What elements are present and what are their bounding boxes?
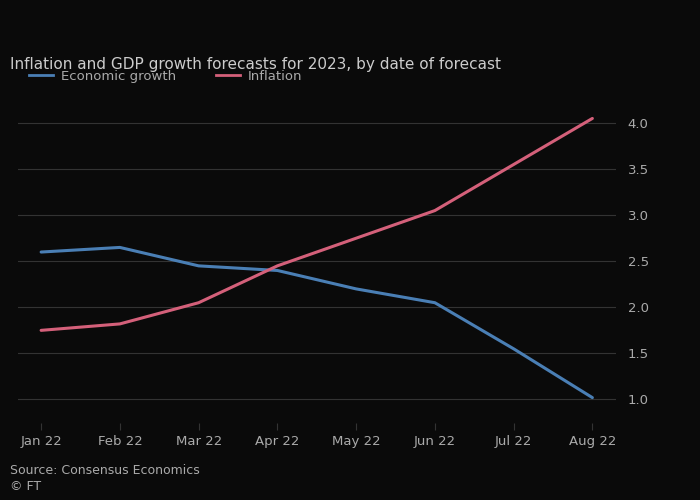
Legend: Economic growth, Inflation: Economic growth, Inflation bbox=[24, 64, 307, 88]
Text: © FT: © FT bbox=[10, 480, 41, 492]
Text: Inflation and GDP growth forecasts for 2023, by date of forecast: Inflation and GDP growth forecasts for 2… bbox=[10, 58, 501, 72]
Text: Source: Consensus Economics: Source: Consensus Economics bbox=[10, 464, 200, 477]
